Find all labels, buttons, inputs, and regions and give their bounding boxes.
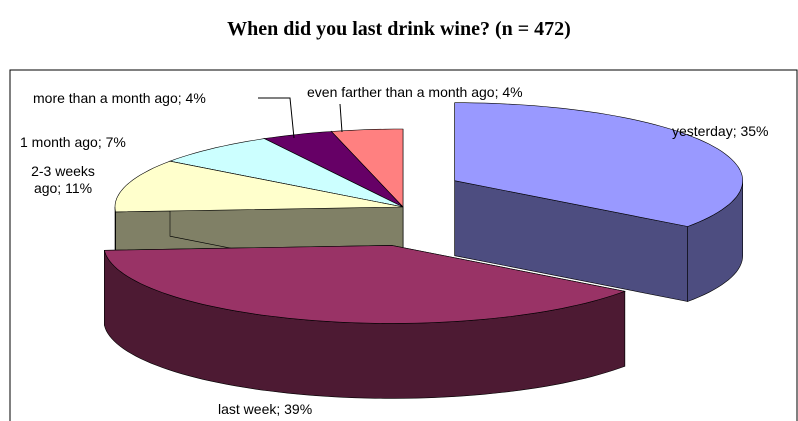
slice <box>263 131 404 208</box>
slice <box>454 102 744 227</box>
leader-line <box>258 97 295 139</box>
slice <box>114 160 404 213</box>
frame <box>9 69 798 421</box>
leader-line <box>339 103 343 133</box>
slice <box>330 128 404 208</box>
chart-title: When did you last drink wine? (n = 472) <box>227 18 571 40</box>
slice-label: even farther than a month ago; 4% <box>307 84 523 100</box>
slice-label: yesterday; 35% <box>672 123 769 139</box>
slice-label: 1 month ago; 7% <box>20 134 126 150</box>
pie <box>104 102 744 399</box>
slice <box>168 138 404 208</box>
slice-label: last week; 39% <box>218 401 313 417</box>
slice-label: more than a month ago; 4% <box>33 90 206 106</box>
slice-label: 2-3 weeks ago; 11% <box>31 163 95 196</box>
slice <box>104 245 626 324</box>
